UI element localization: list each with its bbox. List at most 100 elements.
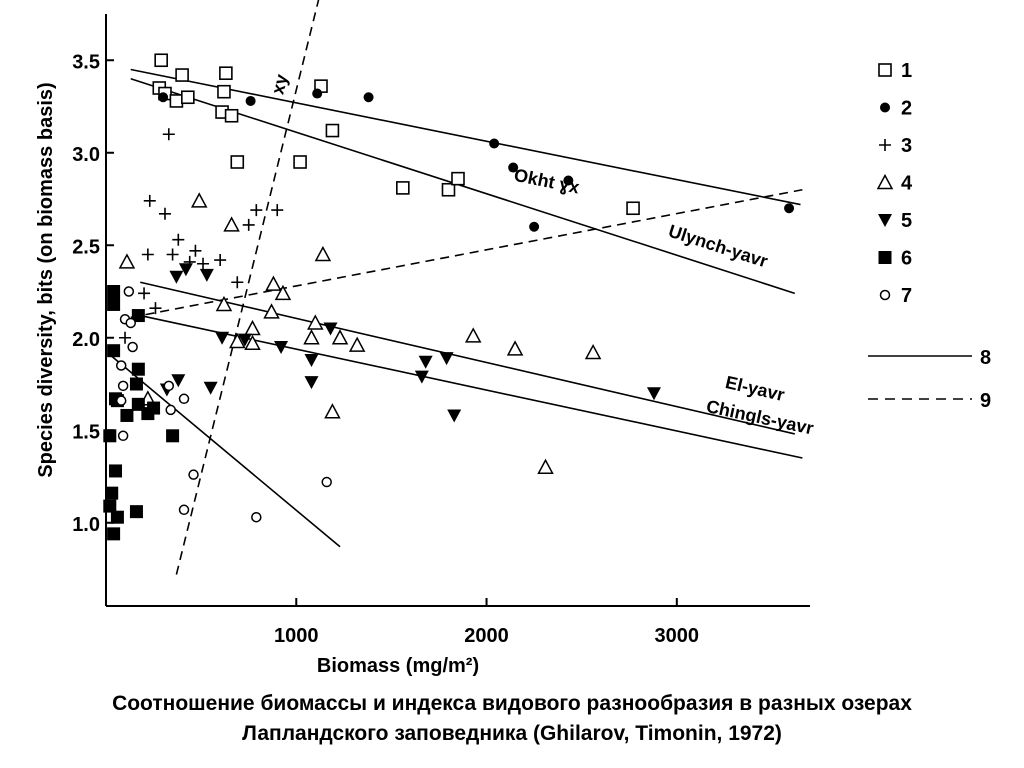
data-point: [214, 254, 227, 267]
data-point: [129, 377, 143, 391]
data-point: [169, 94, 184, 108]
chart-svg: 1.0 1.5 2.0 2.5 3.0 3.5 1000 2000 3000 Biomass (m…: [35, 0, 991, 677]
legend-marker: [878, 214, 892, 227]
data-point: [215, 295, 233, 312]
legend-marker: [878, 63, 892, 77]
data-point: [215, 331, 230, 345]
series-2: [158, 88, 795, 232]
data-point: [141, 248, 154, 261]
data-point: [171, 374, 186, 388]
data-point: [237, 333, 252, 347]
legend-marker: [879, 139, 891, 151]
data-point: [274, 341, 289, 354]
line-label: Ulynch-yavr: [666, 221, 770, 272]
data-point: [244, 334, 261, 351]
data-point: [304, 376, 319, 390]
data-point: [131, 362, 145, 376]
data-point: [323, 322, 338, 336]
data-point: [646, 387, 661, 401]
legend-label: 9: [980, 390, 991, 412]
data-point: [231, 276, 244, 289]
data-point: [131, 397, 145, 411]
regression-line: [130, 188, 803, 319]
series-5: [159, 263, 661, 423]
data-point: [250, 204, 263, 217]
data-point: [158, 207, 171, 220]
data-point: [103, 429, 117, 443]
data-point: [414, 370, 429, 384]
data-point: [197, 257, 210, 270]
caption-line-1: Соотношение биомассы и индекса видового …: [112, 692, 912, 715]
y-tick-label: 3.5: [72, 51, 100, 73]
data-point: [321, 476, 332, 488]
data-point: [307, 314, 324, 330]
data-point: [107, 297, 121, 311]
data-point: [178, 393, 190, 405]
data-point: [119, 331, 132, 344]
data-point: [166, 248, 179, 261]
data-point: [162, 128, 175, 141]
data-point: [324, 403, 341, 419]
data-point: [172, 233, 185, 246]
data-point: [271, 204, 284, 217]
data-point: [178, 263, 193, 277]
data-point: [506, 340, 524, 356]
data-point: [217, 84, 231, 99]
data-point: [242, 218, 255, 231]
data-point: [154, 53, 168, 68]
data-point: [396, 181, 410, 195]
series-4: [118, 192, 602, 474]
data-point: [190, 192, 208, 208]
data-point: [117, 430, 129, 442]
data-point: [103, 499, 117, 513]
data-point: [303, 329, 320, 345]
line-label: Chingls-yavr: [705, 396, 816, 438]
data-point: [251, 511, 262, 523]
data-point: [331, 329, 349, 345]
data-point: [529, 221, 540, 232]
data-point: [123, 286, 135, 297]
data-point: [115, 360, 127, 371]
regression-line: [130, 77, 796, 295]
data-point: [117, 380, 129, 392]
x-tick-label: 1000: [274, 625, 319, 647]
data-point: [158, 92, 169, 103]
legend-marker: [879, 289, 891, 301]
data-point: [109, 464, 123, 478]
data-point: [149, 302, 162, 315]
x-tick-label: 3000: [655, 625, 700, 647]
data-point: [508, 162, 519, 173]
data-point: [245, 95, 256, 106]
y-tick-label: 2.0: [72, 329, 100, 351]
data-point: [230, 155, 245, 169]
y-tick-label: 1.5: [72, 421, 100, 443]
data-point: [314, 245, 332, 262]
data-point: [166, 429, 180, 443]
data-point: [127, 341, 138, 353]
data-point: [165, 404, 176, 416]
legend-label: 7: [901, 285, 912, 307]
legend-marker: [880, 102, 890, 113]
legend-label: 4: [901, 173, 913, 195]
data-point: [441, 182, 456, 197]
y-tick-label: 1.0: [72, 514, 100, 536]
x-tick-label: 2000: [464, 625, 509, 647]
line-label: xy: [267, 72, 291, 96]
data-point: [265, 275, 282, 291]
data-point: [451, 171, 465, 186]
legend-marker: [878, 251, 892, 264]
data-point: [110, 510, 124, 524]
data-point: [118, 253, 136, 269]
data-point: [223, 216, 240, 232]
legend-label: 2: [901, 98, 912, 120]
data-point: [464, 327, 482, 343]
data-point: [348, 336, 366, 352]
legend-label: 3: [901, 135, 912, 157]
data-point: [447, 409, 462, 423]
regression-line: [111, 355, 341, 548]
regression-line: [175, 0, 320, 575]
data-point: [175, 68, 189, 82]
data-point: [244, 319, 261, 336]
data-point: [312, 88, 323, 99]
data-point: [418, 355, 433, 369]
